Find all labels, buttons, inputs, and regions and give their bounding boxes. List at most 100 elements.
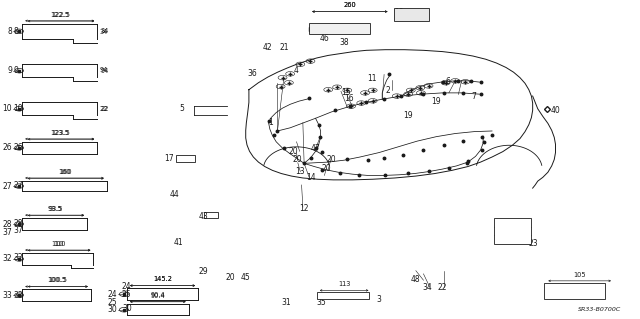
Text: 20: 20 [289,147,298,156]
Text: 26: 26 [3,143,12,152]
Text: 17: 17 [164,154,174,163]
Text: 18: 18 [394,8,404,17]
Text: 25: 25 [108,298,117,307]
Text: 9: 9 [13,66,19,75]
Text: 44: 44 [170,190,179,199]
Text: 4: 4 [293,65,298,75]
Text: 105: 105 [573,272,586,278]
Text: 123.5: 123.5 [52,130,70,136]
Text: 8: 8 [13,27,18,36]
Text: 12: 12 [299,204,308,213]
Text: 113: 113 [338,281,350,287]
Text: 14: 14 [307,173,316,182]
Text: 34: 34 [100,29,108,35]
Text: 16: 16 [344,94,354,103]
Text: 28: 28 [13,219,23,227]
Text: 22: 22 [100,106,108,112]
Text: 23: 23 [529,239,538,248]
Bar [317,292,369,299]
Text: 26: 26 [13,143,23,152]
Text: 38: 38 [340,38,349,47]
Text: 24: 24 [108,290,117,299]
Text: 32: 32 [13,254,23,263]
Text: 34: 34 [422,283,432,292]
Bar [494,218,531,244]
Text: 105: 105 [549,288,564,297]
Text: 94: 94 [101,68,109,74]
Text: 45: 45 [241,273,250,282]
Text: 110: 110 [52,241,64,247]
Text: 28: 28 [3,219,12,228]
Text: 43: 43 [199,211,209,220]
Text: 41: 41 [173,238,183,247]
Text: 160: 160 [60,169,72,175]
Text: 21: 21 [280,43,289,52]
Text: 93.5: 93.5 [49,206,63,212]
Text: 20: 20 [322,164,332,173]
Text: 1: 1 [269,118,273,127]
Text: 30: 30 [107,305,117,314]
Text: 32: 32 [3,255,12,263]
Text: 33: 33 [3,291,12,300]
Text: 37: 37 [13,226,23,235]
Bar [309,23,369,34]
Text: 35: 35 [317,298,326,307]
Text: 260: 260 [344,3,356,8]
Text: 36: 36 [247,69,257,78]
Text: 2: 2 [385,86,390,95]
Text: 22: 22 [101,106,109,112]
Text: 46: 46 [320,34,330,43]
Text: 260: 260 [344,3,356,8]
Text: 90.4: 90.4 [150,293,165,299]
Bar [544,283,605,299]
Text: 42: 42 [262,43,272,52]
Text: 34: 34 [101,28,109,34]
Text: 24: 24 [122,282,132,291]
Text: 37: 37 [3,228,12,237]
Text: 27: 27 [3,182,12,190]
Text: 94: 94 [100,67,108,73]
Text: 48: 48 [411,275,420,284]
Text: 3: 3 [376,295,381,304]
Text: 6: 6 [445,77,450,86]
Text: 8: 8 [8,27,12,36]
Text: 19: 19 [403,111,413,120]
Text: 30: 30 [122,304,132,313]
Text: SR33-B0700C: SR33-B0700C [579,307,621,312]
Text: 29: 29 [198,267,208,277]
Text: 100.5: 100.5 [48,278,67,283]
Text: 33: 33 [13,291,23,300]
Bar [176,155,195,162]
Text: 27: 27 [13,181,23,190]
Text: 93.5: 93.5 [47,206,62,212]
Text: 122.5: 122.5 [50,11,69,18]
Text: 39: 39 [496,220,506,229]
Text: 22: 22 [437,283,447,292]
Text: 15: 15 [341,88,351,97]
Text: 160: 160 [58,169,71,175]
Text: 145.2: 145.2 [153,277,172,282]
Text: 7: 7 [471,92,476,100]
Text: 47: 47 [310,144,320,153]
Text: 19: 19 [431,97,441,106]
Text: 145.2: 145.2 [153,277,172,282]
Text: 11: 11 [367,74,377,83]
Text: 31: 31 [282,298,292,307]
Text: 40: 40 [550,106,560,115]
Text: 123.5: 123.5 [51,130,69,136]
Text: 25: 25 [122,290,132,299]
Text: 10: 10 [13,104,23,113]
Text: 5: 5 [179,104,184,113]
Bar [204,212,218,218]
Text: 13: 13 [295,167,305,176]
Text: 20: 20 [292,155,302,164]
Text: 122.5: 122.5 [51,12,70,18]
Text: 90.4: 90.4 [150,292,165,298]
Text: 100.5: 100.5 [47,278,66,283]
Text: 10: 10 [3,104,12,113]
Text: 110: 110 [53,241,65,247]
Bar [394,8,429,21]
Text: 20: 20 [225,273,235,282]
Text: 9: 9 [7,66,12,75]
Text: 20: 20 [327,155,337,164]
